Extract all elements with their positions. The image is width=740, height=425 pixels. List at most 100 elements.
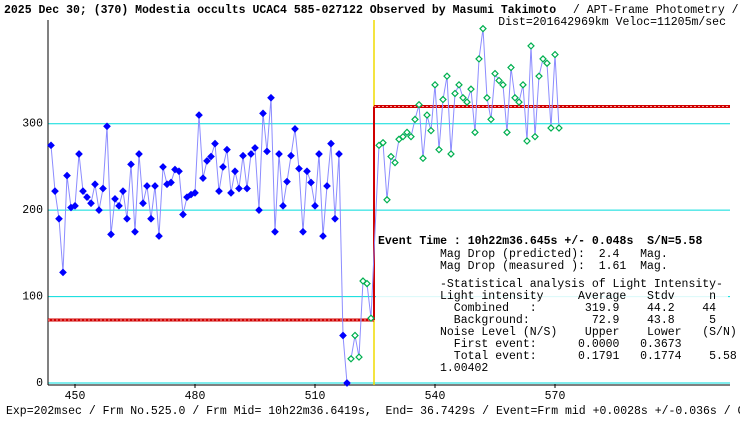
data-point bbox=[471, 128, 479, 137]
stats-line: -Statistical analysis of Light Intensity… bbox=[440, 278, 723, 291]
data-point bbox=[55, 214, 63, 223]
data-point bbox=[151, 182, 159, 190]
data-point bbox=[303, 167, 311, 176]
data-point bbox=[143, 182, 151, 190]
data-point bbox=[279, 201, 287, 210]
stats-line: First event: 0.0000 0.3673 bbox=[440, 338, 682, 351]
data-point bbox=[223, 145, 231, 154]
data-point bbox=[511, 93, 519, 102]
data-point bbox=[267, 93, 275, 102]
data-point bbox=[519, 80, 527, 89]
series-line bbox=[50, 97, 348, 384]
stats-line: Light intensity Average Stdv n bbox=[440, 290, 716, 303]
data-point bbox=[535, 72, 543, 81]
y-tick-label: 200 bbox=[22, 204, 43, 217]
stats-line: 1.00402 bbox=[440, 362, 488, 375]
data-point bbox=[139, 199, 147, 208]
data-point bbox=[251, 144, 259, 152]
data-point bbox=[115, 201, 123, 210]
data-point bbox=[351, 331, 359, 340]
stats-line: Mag Drop (measured ): 1.61 Mag. bbox=[440, 260, 668, 273]
stats-line: Combined : 319.9 44.2 44 bbox=[440, 302, 716, 315]
series-line bbox=[350, 28, 560, 359]
data-point bbox=[315, 150, 323, 158]
data-point bbox=[59, 268, 67, 277]
data-point bbox=[423, 111, 431, 119]
data-point bbox=[155, 232, 163, 240]
y-tick-label: 0 bbox=[36, 377, 43, 390]
data-point bbox=[275, 150, 283, 158]
data-point bbox=[283, 177, 291, 186]
data-point bbox=[447, 150, 455, 158]
data-point bbox=[147, 214, 155, 223]
data-point bbox=[71, 201, 79, 210]
data-point bbox=[431, 80, 439, 89]
data-point bbox=[295, 164, 303, 173]
data-point bbox=[323, 182, 331, 190]
chart-title: 2025 Dec 30; (370) Modestia occults UCAC… bbox=[4, 4, 556, 17]
data-point bbox=[483, 93, 491, 102]
data-point bbox=[179, 210, 187, 219]
x-tick-label: 510 bbox=[305, 390, 326, 403]
data-point bbox=[119, 187, 127, 195]
data-point bbox=[131, 227, 139, 236]
data-point bbox=[135, 150, 143, 158]
data-point bbox=[47, 141, 55, 150]
data-point bbox=[327, 139, 335, 148]
data-point bbox=[499, 80, 507, 89]
data-point bbox=[387, 152, 395, 161]
data-point bbox=[83, 193, 91, 202]
data-point bbox=[347, 354, 355, 363]
data-point bbox=[475, 55, 483, 63]
data-point bbox=[459, 93, 467, 102]
data-point bbox=[271, 227, 279, 236]
annotation-bg bbox=[376, 233, 728, 373]
data-point bbox=[219, 163, 227, 171]
data-point bbox=[51, 187, 59, 195]
stats-line: Total event: 0.1791 0.1774 5.58 bbox=[440, 350, 737, 363]
data-point bbox=[103, 122, 111, 131]
x-tick-label: 450 bbox=[65, 390, 86, 403]
data-point bbox=[287, 151, 295, 160]
data-point bbox=[307, 178, 315, 187]
data-point bbox=[207, 152, 215, 161]
data-point bbox=[343, 379, 351, 387]
data-point bbox=[243, 184, 251, 193]
data-point bbox=[495, 76, 503, 85]
data-point bbox=[407, 132, 415, 141]
data-point bbox=[419, 154, 427, 163]
data-point bbox=[111, 195, 119, 203]
data-point bbox=[235, 184, 243, 193]
stats-line: Background: 72.9 43.8 5 bbox=[440, 314, 716, 327]
data-point bbox=[467, 85, 475, 93]
data-point bbox=[239, 151, 247, 160]
data-point bbox=[95, 206, 103, 214]
data-point bbox=[463, 98, 471, 106]
data-point bbox=[439, 95, 447, 104]
data-point bbox=[127, 160, 135, 169]
data-point bbox=[479, 24, 487, 33]
data-point bbox=[91, 180, 99, 189]
data-point bbox=[159, 163, 167, 171]
data-point bbox=[527, 42, 535, 50]
y-tick-label: 300 bbox=[22, 118, 43, 131]
data-point bbox=[455, 80, 463, 89]
event-time: Event Time : 10h22m36.645s +/- 0.048s S/… bbox=[378, 235, 702, 248]
data-point bbox=[211, 139, 219, 148]
y-tick-label: 100 bbox=[22, 291, 43, 304]
data-point bbox=[487, 115, 495, 124]
x-tick-label: 570 bbox=[545, 390, 566, 403]
data-point bbox=[259, 109, 267, 118]
data-point bbox=[367, 314, 375, 323]
data-point bbox=[255, 206, 263, 214]
data-point bbox=[167, 178, 175, 187]
x-tick-label: 540 bbox=[425, 390, 446, 403]
data-point bbox=[435, 145, 443, 154]
data-point bbox=[523, 137, 531, 145]
data-point bbox=[299, 227, 307, 236]
data-point bbox=[531, 132, 539, 141]
data-point bbox=[555, 124, 563, 132]
data-point bbox=[403, 128, 411, 137]
data-point bbox=[311, 201, 319, 210]
chart-subtitle: Dist=201642969km Veloc=11205m/sec bbox=[498, 16, 726, 29]
